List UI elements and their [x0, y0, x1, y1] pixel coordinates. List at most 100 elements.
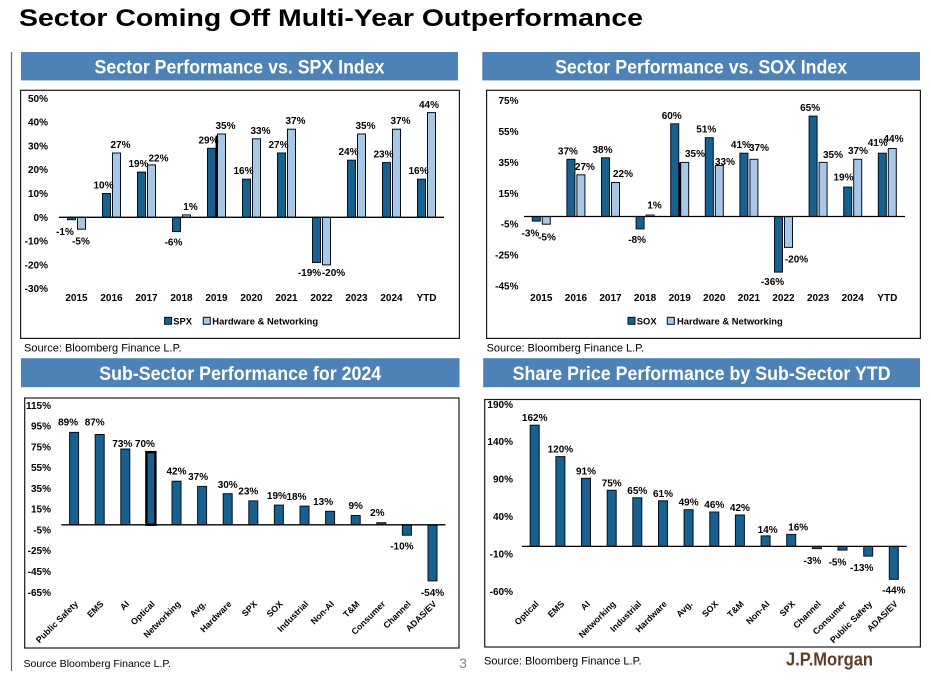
- svg-text:-1%: -1%: [56, 227, 74, 238]
- svg-text:89%: 89%: [58, 418, 78, 429]
- svg-text:30%: 30%: [28, 141, 48, 152]
- svg-text:37%: 37%: [285, 116, 305, 127]
- svg-text:49%: 49%: [679, 498, 699, 509]
- svg-text:90%: 90%: [493, 475, 513, 486]
- svg-text:Hardware & Networking: Hardware & Networking: [677, 316, 783, 327]
- svg-text:15%: 15%: [498, 189, 518, 200]
- svg-text:65%: 65%: [800, 103, 820, 114]
- svg-text:41%: 41%: [731, 140, 751, 151]
- svg-text:2017: 2017: [135, 293, 158, 304]
- svg-text:44%: 44%: [883, 134, 903, 145]
- svg-text:SPX: SPX: [173, 316, 193, 327]
- svg-text:75%: 75%: [602, 478, 622, 489]
- svg-text:40%: 40%: [493, 512, 513, 523]
- svg-text:0%: 0%: [34, 213, 49, 224]
- svg-text:19%: 19%: [267, 491, 287, 502]
- svg-text:37%: 37%: [749, 143, 769, 154]
- svg-text:Sector Performance vs. SPX Ind: Sector Performance vs. SPX Index: [95, 58, 385, 79]
- svg-text:13%: 13%: [313, 497, 333, 508]
- svg-text:44%: 44%: [419, 100, 439, 111]
- svg-text:37%: 37%: [558, 146, 578, 157]
- svg-text:-60%: -60%: [490, 587, 513, 598]
- svg-text:35%: 35%: [685, 149, 705, 160]
- svg-text:87%: 87%: [85, 418, 105, 429]
- svg-text:22%: 22%: [613, 169, 633, 180]
- svg-text:-54%: -54%: [421, 588, 444, 599]
- svg-text:-6%: -6%: [165, 238, 183, 249]
- svg-text:1%: 1%: [647, 201, 662, 212]
- svg-text:2017: 2017: [599, 293, 622, 304]
- svg-text:-19%: -19%: [298, 268, 321, 279]
- svg-text:33%: 33%: [250, 126, 270, 137]
- svg-text:75%: 75%: [31, 442, 51, 453]
- svg-text:-10%: -10%: [25, 237, 48, 248]
- svg-text:-13%: -13%: [850, 563, 873, 574]
- svg-text:10%: 10%: [28, 189, 48, 200]
- svg-text:2023: 2023: [345, 293, 368, 304]
- svg-text:35%: 35%: [823, 150, 843, 161]
- svg-text:2024: 2024: [842, 293, 865, 304]
- svg-text:Sub-Sector Performance for 202: Sub-Sector Performance for 2024: [99, 364, 381, 385]
- svg-text:61%: 61%: [653, 489, 673, 500]
- svg-text:115%: 115%: [26, 401, 51, 412]
- svg-text:YTD: YTD: [877, 293, 897, 304]
- svg-text:-20%: -20%: [785, 255, 808, 266]
- svg-text:Source: Bloomberg Finance L.P.: Source: Bloomberg Finance L.P.: [24, 343, 182, 355]
- svg-text:-10%: -10%: [390, 542, 413, 553]
- svg-text:2019: 2019: [669, 293, 692, 304]
- svg-text:42%: 42%: [166, 467, 186, 478]
- svg-text:140%: 140%: [487, 437, 513, 448]
- svg-text:Hardware & Networking: Hardware & Networking: [212, 316, 318, 327]
- svg-text:2021: 2021: [738, 293, 761, 304]
- svg-text:2015: 2015: [65, 293, 88, 304]
- svg-text:-30%: -30%: [25, 284, 48, 295]
- svg-text:2020: 2020: [703, 293, 726, 304]
- svg-text:2016: 2016: [100, 293, 123, 304]
- svg-text:35%: 35%: [355, 121, 375, 132]
- svg-text:18%: 18%: [286, 492, 306, 503]
- svg-text:Source: Bloomberg Finance L.P.: Source: Bloomberg Finance L.P.: [484, 656, 642, 668]
- svg-text:-25%: -25%: [28, 546, 51, 557]
- svg-text:55%: 55%: [31, 463, 51, 474]
- svg-text:35%: 35%: [498, 158, 518, 169]
- svg-text:Share Price Performance by Sub: Share Price Performance by Sub-Sector YT…: [513, 364, 891, 385]
- svg-text:2020: 2020: [240, 293, 263, 304]
- svg-text:46%: 46%: [704, 500, 724, 511]
- svg-text:27%: 27%: [268, 140, 288, 151]
- svg-text:27%: 27%: [575, 162, 595, 173]
- svg-text:2016: 2016: [565, 293, 588, 304]
- svg-text:19%: 19%: [128, 159, 148, 170]
- svg-text:-20%: -20%: [322, 268, 345, 279]
- svg-text:Sector Coming Off Multi-Year O: Sector Coming Off Multi-Year Outperforma…: [19, 5, 643, 32]
- svg-text:-20%: -20%: [25, 260, 48, 271]
- svg-text:Sector Performance vs. SOX Ind: Sector Performance vs. SOX Index: [555, 58, 847, 79]
- svg-text:2018: 2018: [170, 293, 193, 304]
- svg-text:-44%: -44%: [882, 586, 905, 597]
- svg-text:60%: 60%: [662, 111, 682, 122]
- svg-text:2018: 2018: [634, 293, 657, 304]
- svg-text:15%: 15%: [31, 505, 51, 516]
- svg-text:-5%: -5%: [501, 220, 519, 231]
- svg-text:2022: 2022: [310, 293, 333, 304]
- svg-text:16%: 16%: [788, 522, 808, 533]
- svg-text:Source Bloomberg Finance L.P.: Source Bloomberg Finance L.P.: [24, 658, 171, 670]
- svg-text:55%: 55%: [498, 127, 518, 138]
- svg-text:95%: 95%: [31, 422, 51, 433]
- svg-text:37%: 37%: [848, 146, 868, 157]
- svg-text:91%: 91%: [576, 466, 596, 477]
- svg-text:-65%: -65%: [28, 588, 51, 599]
- svg-text:73%: 73%: [112, 439, 132, 450]
- svg-text:2015: 2015: [530, 293, 553, 304]
- svg-text:16%: 16%: [408, 166, 428, 177]
- svg-text:-36%: -36%: [761, 277, 784, 288]
- svg-text:2023: 2023: [807, 293, 830, 304]
- svg-text:37%: 37%: [390, 116, 410, 127]
- svg-text:162%: 162%: [522, 413, 548, 424]
- svg-text:22%: 22%: [148, 154, 168, 165]
- svg-text:30%: 30%: [218, 480, 238, 491]
- svg-text:-5%: -5%: [72, 237, 90, 248]
- svg-text:37%: 37%: [188, 472, 208, 483]
- svg-text:51%: 51%: [696, 125, 716, 136]
- svg-text:-10%: -10%: [490, 549, 513, 560]
- svg-text:2021: 2021: [275, 293, 298, 304]
